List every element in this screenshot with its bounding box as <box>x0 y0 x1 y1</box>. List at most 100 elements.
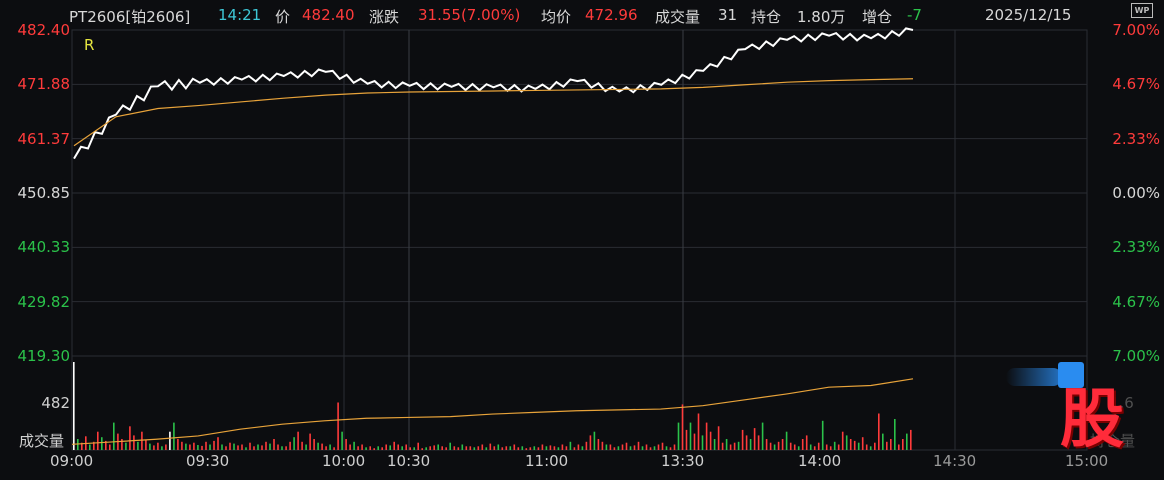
percent-axis-tick: 4.67% <box>1112 75 1160 94</box>
volume-bar <box>833 441 836 450</box>
volume-bar <box>97 431 99 450</box>
oi-change-label: 增仓 <box>862 8 893 26</box>
volume-bar <box>285 446 287 450</box>
price-value: 482.40 <box>302 6 355 24</box>
volume-bar <box>445 447 447 450</box>
volume-bar <box>829 446 832 450</box>
r-marker: R <box>84 36 95 54</box>
volume-bar <box>333 447 335 450</box>
volume-bar <box>429 446 431 450</box>
volume-bar <box>793 444 796 450</box>
volume-bar <box>441 446 443 450</box>
volume-bar <box>309 433 311 450</box>
volume-bar <box>269 443 271 450</box>
volume-bar <box>229 442 231 450</box>
volume-bar <box>665 446 668 450</box>
volume-bar <box>777 441 780 450</box>
price-axis-tick: 440.33 <box>17 238 71 257</box>
stock-badge-icon[interactable]: 股 <box>1060 383 1124 457</box>
volume-bar <box>910 429 912 450</box>
volume-bar <box>349 444 351 450</box>
price-axis-tick: 482.40 <box>17 21 71 39</box>
volume-bar <box>473 447 476 450</box>
time-axis-tick: 09:00 <box>50 452 94 470</box>
volume-bar <box>81 442 83 450</box>
volume-bar <box>365 447 367 450</box>
volume-bar <box>389 445 391 450</box>
volume-bar <box>381 447 383 450</box>
volume-bar <box>597 439 600 450</box>
volume-axis-label: 482 <box>41 394 70 412</box>
volume-bar <box>725 439 728 450</box>
time-axis-tick: 10:30 <box>387 452 431 470</box>
symbol-name[interactable]: PT2606[铂2606] <box>69 8 191 26</box>
date-label: 2025/12/15 <box>985 6 1072 24</box>
volume-bar <box>517 447 520 450</box>
volume-bar <box>321 443 323 450</box>
open-interest-label: 持仓 <box>751 8 782 26</box>
volume-bar <box>165 444 167 450</box>
volume-bar <box>409 447 411 450</box>
price-axis-tick: 450.85 <box>17 184 71 202</box>
volume-bar <box>277 444 279 450</box>
volume-bar <box>161 446 163 450</box>
volume-bar <box>717 426 720 450</box>
volume-bar <box>749 439 752 450</box>
volume-bar <box>129 426 131 450</box>
volume-bar <box>325 446 327 450</box>
volume-bar <box>577 444 580 450</box>
change-label: 涨跌 <box>369 8 400 26</box>
volume-bar <box>345 439 347 450</box>
volume-bar <box>625 442 628 450</box>
volume-bar <box>417 442 419 450</box>
volume-bar <box>233 443 235 450</box>
volume-bar <box>902 439 904 450</box>
volume-bar <box>601 441 604 450</box>
volume-bar <box>817 442 820 450</box>
volume-bar <box>145 440 147 450</box>
wp-icon[interactable]: WP <box>1131 3 1153 18</box>
volume-bar <box>609 444 612 450</box>
blue-tab-icon[interactable] <box>1058 362 1084 388</box>
volume-bar <box>837 444 840 450</box>
volume-bar <box>341 431 343 450</box>
volume-bar <box>673 444 676 450</box>
price-axis-tick: 429.82 <box>17 292 71 311</box>
volume-bar <box>397 444 399 450</box>
faded-oi-label: 持仓量 <box>1090 432 1136 450</box>
volume-bar <box>617 446 620 450</box>
volume-bar <box>613 447 616 450</box>
volume-bar <box>213 440 215 450</box>
volume-bar <box>898 444 900 450</box>
volume-bar <box>661 442 664 450</box>
volume-bar <box>421 448 423 450</box>
volume-bar <box>137 441 139 450</box>
volume-bar <box>533 446 536 450</box>
volume-bar <box>849 439 852 450</box>
volume-bar <box>497 444 500 450</box>
volume-bar <box>553 446 556 450</box>
volume-bar <box>261 445 263 450</box>
volume-bar <box>433 445 435 450</box>
volume-bar <box>109 444 111 450</box>
volume-bar <box>477 446 480 450</box>
volume-bar <box>509 446 512 450</box>
volume-bar <box>605 444 608 450</box>
volume-bar <box>693 433 696 450</box>
volume-bar <box>641 446 644 450</box>
volume-bar <box>769 442 772 450</box>
volume-bar <box>93 441 95 450</box>
volume-bar <box>737 441 740 450</box>
volume-bar <box>385 444 387 450</box>
volume-bar <box>765 439 768 450</box>
volume-bar <box>413 447 415 450</box>
volume-bar <box>313 439 315 450</box>
volume-label: 成交量 <box>655 8 701 26</box>
volume-bar <box>853 440 856 450</box>
volume-bar <box>865 444 868 450</box>
volume-bar <box>337 402 339 450</box>
volume-bar <box>493 446 496 450</box>
percent-axis-tick: 7.00% <box>1112 21 1160 39</box>
open-interest-line <box>71 378 914 445</box>
